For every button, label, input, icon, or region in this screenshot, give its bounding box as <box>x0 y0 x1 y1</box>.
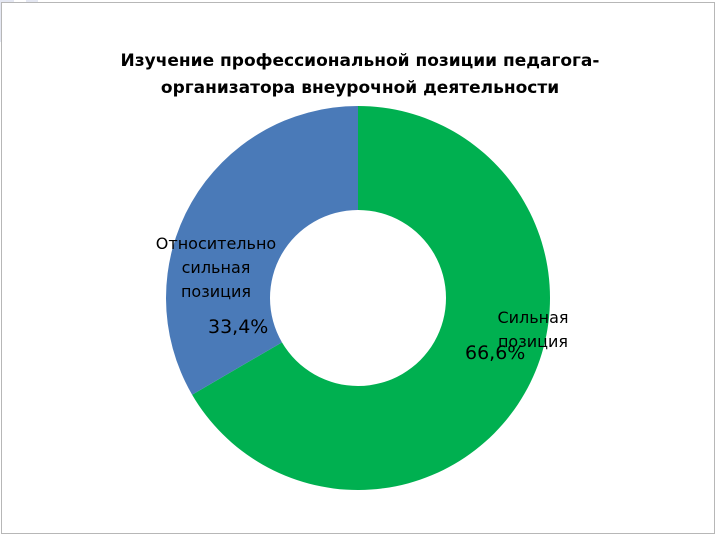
category-label-relatively-strong-line-3: позиция <box>180 282 252 301</box>
value-label-relatively-strong: 33,4% <box>208 316 269 338</box>
category-label-relatively-strong: Относительно сильная позиция <box>146 232 286 304</box>
category-label-strong-line-1: Сильная <box>497 308 569 327</box>
chart-title-line-2: организатора внеурочной деятельности <box>160 78 560 98</box>
slice-strong-position <box>192 106 551 490</box>
category-label-strong: Сильная позиция <box>478 306 588 354</box>
slice-relatively-strong-position <box>166 106 358 395</box>
category-label-relatively-strong-line-1: Относительно <box>155 234 277 253</box>
chart-title-line-1: Изучение профессиональной позиции педаго… <box>120 51 600 71</box>
category-label-relatively-strong-line-2: сильная <box>181 258 251 277</box>
chart-title: Изучение профессиональной позиции педаго… <box>60 48 660 102</box>
value-label-strong: 66,6% <box>465 342 526 364</box>
category-label-strong-line-2: позиция <box>497 332 569 351</box>
